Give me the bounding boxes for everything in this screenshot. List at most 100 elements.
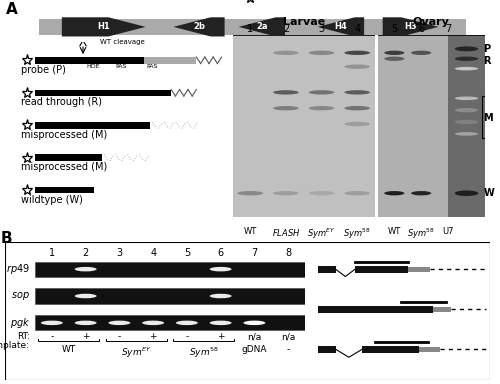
- Text: read through (R): read through (R): [21, 98, 102, 108]
- Bar: [34, 89, 171, 96]
- Ellipse shape: [273, 90, 299, 94]
- Text: 6: 6: [218, 248, 224, 258]
- Ellipse shape: [411, 63, 431, 67]
- Text: W: W: [484, 188, 494, 198]
- Text: misprocessed (M): misprocessed (M): [21, 162, 108, 172]
- Bar: [318, 346, 336, 353]
- Text: $\it{FLASH}$: $\it{FLASH}$: [272, 227, 300, 238]
- Text: -: -: [286, 345, 290, 354]
- Ellipse shape: [74, 267, 96, 271]
- Text: M: M: [484, 113, 493, 123]
- Bar: [318, 266, 336, 273]
- Ellipse shape: [455, 56, 478, 61]
- Text: wildtype (W): wildtype (W): [21, 195, 83, 205]
- Text: -: -: [50, 332, 53, 341]
- Text: H4: H4: [334, 22, 347, 31]
- Ellipse shape: [455, 46, 478, 51]
- Ellipse shape: [238, 191, 263, 195]
- Ellipse shape: [455, 132, 478, 136]
- Polygon shape: [62, 17, 146, 36]
- Ellipse shape: [74, 321, 96, 325]
- Ellipse shape: [344, 106, 370, 110]
- Bar: [355, 266, 408, 273]
- Text: R: R: [484, 56, 491, 66]
- Bar: [35, 315, 305, 330]
- Bar: [34, 187, 94, 194]
- Bar: [34, 122, 150, 129]
- Ellipse shape: [273, 191, 299, 195]
- Text: 1: 1: [49, 248, 55, 258]
- Bar: [419, 347, 440, 352]
- Ellipse shape: [384, 191, 404, 195]
- Text: H1: H1: [98, 22, 110, 31]
- Text: 2: 2: [283, 24, 289, 34]
- Text: P: P: [484, 44, 490, 54]
- Bar: [35, 262, 305, 277]
- Ellipse shape: [210, 267, 232, 271]
- Text: -: -: [186, 332, 188, 341]
- Ellipse shape: [411, 191, 431, 195]
- Text: 3: 3: [318, 24, 324, 34]
- Polygon shape: [174, 17, 224, 36]
- Text: $\it{Sym}^{58}$: $\it{Sym}^{58}$: [343, 227, 371, 241]
- Text: -: -: [118, 332, 121, 341]
- Ellipse shape: [41, 321, 63, 325]
- Ellipse shape: [344, 122, 370, 126]
- Ellipse shape: [344, 90, 370, 94]
- Text: 7: 7: [252, 248, 258, 258]
- Text: +: +: [82, 332, 90, 341]
- Text: $\it{sop}$: $\it{sop}$: [11, 290, 30, 302]
- Text: $\it{Sym}^{EY}$: $\it{Sym}^{EY}$: [308, 227, 336, 241]
- Ellipse shape: [244, 321, 266, 325]
- Bar: [144, 57, 197, 63]
- Text: gDNA: gDNA: [242, 345, 267, 354]
- Ellipse shape: [210, 321, 232, 325]
- Text: 6: 6: [418, 24, 424, 34]
- Text: probe (P): probe (P): [21, 65, 66, 75]
- Ellipse shape: [273, 51, 299, 55]
- Ellipse shape: [308, 51, 334, 55]
- Bar: [34, 154, 102, 161]
- Text: B: B: [0, 231, 12, 246]
- Ellipse shape: [455, 120, 478, 124]
- Text: $\it{Sym}^{EY}$: $\it{Sym}^{EY}$: [121, 345, 152, 360]
- Ellipse shape: [411, 51, 431, 55]
- Text: PAS: PAS: [146, 65, 158, 70]
- Text: 5: 5: [184, 248, 190, 258]
- Ellipse shape: [455, 190, 478, 196]
- Bar: [34, 57, 144, 63]
- Text: WT: WT: [62, 345, 76, 354]
- Text: H3: H3: [404, 22, 417, 31]
- Text: 4: 4: [354, 24, 360, 34]
- Text: $\it{Sym}^{58}$: $\it{Sym}^{58}$: [407, 227, 435, 241]
- Text: HDE: HDE: [87, 65, 100, 70]
- Text: 1: 1: [247, 24, 254, 34]
- Bar: [378, 35, 448, 217]
- Text: $\it{Sym}^{58}$: $\it{Sym}^{58}$: [189, 345, 218, 360]
- Ellipse shape: [384, 56, 404, 61]
- Text: PAS: PAS: [115, 65, 126, 70]
- Text: $\it{pgk}$: $\it{pgk}$: [10, 316, 30, 330]
- Text: misprocessed (M): misprocessed (M): [21, 130, 108, 140]
- Text: +: +: [217, 332, 224, 341]
- Bar: [448, 35, 485, 217]
- Bar: [433, 306, 451, 312]
- Ellipse shape: [308, 106, 334, 110]
- Ellipse shape: [273, 106, 299, 110]
- Text: +: +: [150, 332, 157, 341]
- Text: WT: WT: [244, 227, 257, 236]
- Text: 8: 8: [285, 248, 291, 258]
- Bar: [362, 346, 419, 353]
- Polygon shape: [238, 17, 285, 36]
- Bar: [408, 266, 430, 272]
- Ellipse shape: [108, 321, 130, 325]
- Text: 2: 2: [82, 248, 89, 258]
- Ellipse shape: [176, 321, 198, 325]
- Ellipse shape: [142, 321, 164, 325]
- Text: 2b: 2b: [193, 22, 205, 31]
- Text: Ovary: Ovary: [413, 17, 450, 27]
- Ellipse shape: [455, 96, 478, 100]
- Polygon shape: [382, 17, 438, 36]
- Text: template:: template:: [0, 341, 30, 350]
- Text: 2a: 2a: [256, 22, 268, 31]
